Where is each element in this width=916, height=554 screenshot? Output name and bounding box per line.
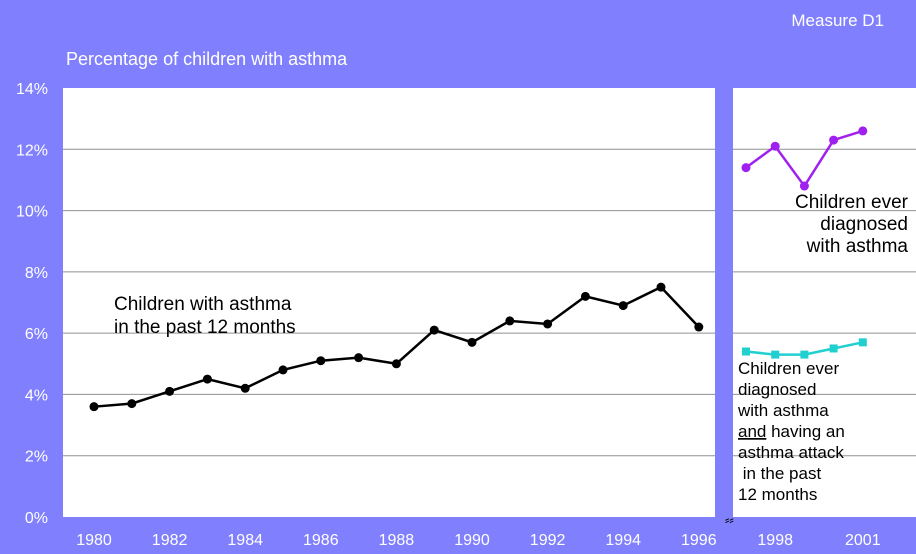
chart-title: Percentage of children with asthma [66,49,348,69]
y-tick-label: 12% [16,142,48,159]
x-tick-label: 1982 [152,532,188,549]
data-point-past12 [278,365,288,375]
series-label-attack: Children ever diagnosed with asthma and hav… [737,359,845,504]
x-tick-label: 2001 [845,532,881,549]
data-point-past12 [391,359,401,369]
y-tick-label: 14% [16,81,48,98]
series-label-ever: Children ever diagnosed with asthma [795,192,909,257]
data-point-ever [741,163,751,173]
data-point-past12 [618,301,628,311]
data-point-past12 [694,322,704,332]
x-tick-label: 1996 [681,532,717,549]
gridlines [63,148,916,457]
data-point-past12 [543,319,553,329]
x-tick-label: 1988 [379,532,415,549]
y-tick-label: 4% [25,387,48,404]
data-point-past12 [580,291,590,301]
y-tick-label: 0% [25,510,48,527]
x-tick-label: 1984 [227,532,263,549]
plot-area-right [733,88,916,517]
data-point-past12 [202,374,212,384]
x-tick-label: 1994 [605,532,641,549]
data-point-attack [800,350,809,359]
data-point-past12 [316,356,326,366]
x-axis-ticks: 1980 1982 1984 1986 1988 1990 1992 1994 1996 1998… [76,532,880,549]
x-tick-label: 1990 [454,532,490,549]
y-tick-label: 10% [16,204,48,221]
x-tick-label: 1986 [303,532,339,549]
data-point-past12 [240,383,250,393]
data-point-past12 [354,353,364,363]
y-axis-ticks: 0% 2% 4% 6% 8% 10% 12% 14% [16,81,48,527]
series-labels: Children with asthma in the past 12 month… [114,192,909,504]
data-point-past12 [89,402,99,412]
data-point-attack [829,344,838,353]
measure-label: Measure D1 [791,11,884,30]
x-tick-label: 1992 [530,532,566,549]
series-layer [89,126,868,412]
data-point-attack [858,338,867,347]
data-point-ever [770,141,780,151]
data-point-past12 [127,399,137,409]
series-label-past12: Children with asthma in the past 12 month… [114,294,296,338]
y-tick-label: 2% [25,449,48,466]
data-point-ever [799,181,809,191]
x-tick-label: 1998 [757,532,793,549]
y-tick-label: 8% [25,265,48,282]
y-tick-label: 6% [25,326,48,343]
data-point-past12 [656,282,666,292]
x-tick-label: 1980 [76,532,112,549]
data-point-ever [829,135,839,145]
data-point-past12 [505,316,515,326]
data-point-ever [858,126,868,136]
data-point-attack [742,347,750,356]
data-point-past12 [429,325,439,335]
data-point-past12 [165,386,175,396]
data-point-past12 [467,337,477,347]
data-point-attack [771,350,780,359]
axis-break-mark: ⸗⸗ [725,512,734,527]
